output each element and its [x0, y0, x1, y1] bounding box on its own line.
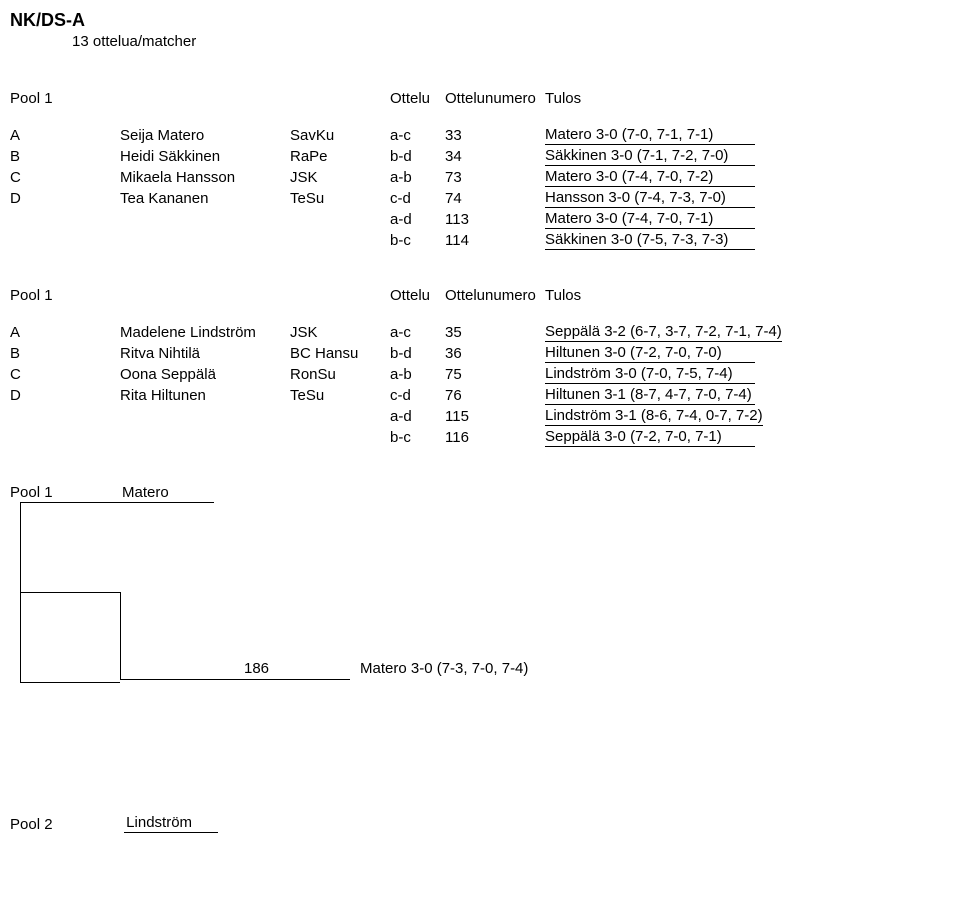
row-player: Mikaela Hansson	[120, 169, 290, 186]
header-ottelu: Ottelu	[390, 90, 445, 107]
row-ottelu: c-d	[390, 190, 445, 207]
row-letter: C	[10, 169, 120, 186]
pool-row: DTea KananenTeSuc-d74Hansson 3-0 (7-4, 7…	[10, 188, 950, 209]
header-tulos: Tulos	[545, 90, 950, 107]
bracket: Pool 1 Matero 186 Matero 3-0 (7-3, 7-0, …	[10, 484, 950, 744]
pool-label: Pool 1	[10, 90, 120, 107]
row-player: Tea Kananen	[120, 190, 290, 207]
pool-row: CMikaela HanssonJSKa-b73Matero 3-0 (7-4,…	[10, 167, 950, 188]
row-number: 34	[445, 148, 545, 165]
pool-row: BRitva NihtiläBC Hansub-d36Hiltunen 3-0 …	[10, 343, 950, 364]
row-team: SavKu	[290, 127, 390, 144]
pool-b-header: Pool 1 Ottelu Ottelunumero Tulos	[10, 287, 950, 304]
row-number: 115	[445, 408, 545, 425]
row-team: RaPe	[290, 148, 390, 165]
row-letter: D	[10, 387, 120, 404]
row-team: JSK	[290, 169, 390, 186]
row-tulos: Säkkinen 3-0 (7-1, 7-2, 7-0)	[545, 147, 950, 166]
pool-row: b-c114Säkkinen 3-0 (7-5, 7-3, 7-3)	[10, 230, 950, 251]
page-title: NK/DS-A	[10, 10, 950, 31]
header-ottelunumero: Ottelunumero	[445, 90, 545, 107]
header-ottelunumero: Ottelunumero	[445, 287, 545, 304]
pool-row: DRita HiltunenTeSuc-d76Hiltunen 3-1 (8-7…	[10, 385, 950, 406]
row-ottelu: a-d	[390, 211, 445, 228]
row-tulos: Seppälä 3-0 (7-2, 7-0, 7-1)	[545, 428, 950, 447]
pool-row: COona SeppäläRonSua-b75Lindström 3-0 (7-…	[10, 364, 950, 385]
row-number: 35	[445, 324, 545, 341]
row-letter: A	[10, 324, 120, 341]
subtitle: 13 ottelua/matcher	[72, 33, 950, 50]
row-letter: A	[10, 127, 120, 144]
row-team: TeSu	[290, 387, 390, 404]
row-ottelu: b-d	[390, 345, 445, 362]
row-ottelu: c-d	[390, 387, 445, 404]
row-tulos: Matero 3-0 (7-4, 7-0, 7-2)	[545, 168, 950, 187]
header-ottelu: Ottelu	[390, 287, 445, 304]
row-tulos: Säkkinen 3-0 (7-5, 7-3, 7-3)	[545, 231, 950, 250]
row-tulos: Hiltunen 3-1 (8-7, 4-7, 7-0, 7-4)	[545, 386, 950, 405]
row-player: Heidi Säkkinen	[120, 148, 290, 165]
pool-row: b-c116Seppälä 3-0 (7-2, 7-0, 7-1)	[10, 427, 950, 448]
row-letter: B	[10, 148, 120, 165]
row-tulos: Hansson 3-0 (7-4, 7-3, 7-0)	[545, 189, 950, 208]
row-ottelu: a-d	[390, 408, 445, 425]
bracket-top-player: Matero	[120, 484, 214, 503]
row-player: Seija Matero	[120, 127, 290, 144]
pool-row: AMadelene LindströmJSKa-c35Seppälä 3-2 (…	[10, 322, 950, 343]
row-team: RonSu	[290, 366, 390, 383]
row-number: 116	[445, 429, 545, 446]
pool2-label: Pool 2	[10, 816, 120, 833]
row-player: Ritva Nihtilä	[120, 345, 290, 362]
row-ottelu: a-b	[390, 366, 445, 383]
row-ottelu: b-d	[390, 148, 445, 165]
pool-label: Pool 1	[10, 287, 120, 304]
row-ottelu: b-c	[390, 232, 445, 249]
pool-a-header: Pool 1 Ottelu Ottelunumero Tulos	[10, 90, 950, 107]
pool-row: a-d115Lindström 3-1 (8-6, 7-4, 0-7, 7-2)	[10, 406, 950, 427]
row-number: 76	[445, 387, 545, 404]
row-ottelu: a-b	[390, 169, 445, 186]
row-letter: C	[10, 366, 120, 383]
row-letter: B	[10, 345, 120, 362]
row-tulos: Lindström 3-0 (7-0, 7-5, 7-4)	[545, 365, 950, 384]
pool2-player: Lindström	[124, 814, 218, 833]
row-team: BC Hansu	[290, 345, 390, 362]
row-number: 113	[445, 211, 545, 228]
pool2: Pool 2 Lindström	[10, 814, 950, 833]
row-player: Madelene Lindström	[120, 324, 290, 341]
row-number: 75	[445, 366, 545, 383]
row-number: 73	[445, 169, 545, 186]
row-number: 36	[445, 345, 545, 362]
row-tulos: Lindström 3-1 (8-6, 7-4, 0-7, 7-2)	[545, 407, 950, 426]
bracket-pool1-label: Pool 1	[10, 484, 53, 501]
pool-row: ASeija MateroSavKua-c33Matero 3-0 (7-0, …	[10, 125, 950, 146]
row-player: Oona Seppälä	[120, 366, 290, 383]
row-team: TeSu	[290, 190, 390, 207]
pool-row: BHeidi SäkkinenRaPeb-d34Säkkinen 3-0 (7-…	[10, 146, 950, 167]
pool-b: Pool 1 Ottelu Ottelunumero Tulos AMadele…	[10, 287, 950, 448]
row-number: 114	[445, 232, 545, 249]
row-tulos: Hiltunen 3-0 (7-2, 7-0, 7-0)	[545, 344, 950, 363]
row-letter: D	[10, 190, 120, 207]
pool-a: Pool 1 Ottelu Ottelunumero Tulos ASeija …	[10, 90, 950, 251]
bracket-final-result: Matero 3-0 (7-3, 7-0, 7-4)	[360, 660, 528, 677]
row-team: JSK	[290, 324, 390, 341]
header-tulos: Tulos	[545, 287, 950, 304]
row-ottelu: b-c	[390, 429, 445, 446]
row-ottelu: a-c	[390, 324, 445, 341]
pool-row: a-d113Matero 3-0 (7-4, 7-0, 7-1)	[10, 209, 950, 230]
row-number: 74	[445, 190, 545, 207]
row-ottelu: a-c	[390, 127, 445, 144]
row-number: 33	[445, 127, 545, 144]
row-tulos: Matero 3-0 (7-0, 7-1, 7-1)	[545, 126, 950, 145]
row-player: Rita Hiltunen	[120, 387, 290, 404]
bracket-match-number: 186	[244, 660, 269, 677]
row-tulos: Seppälä 3-2 (6-7, 3-7, 7-2, 7-1, 7-4)	[545, 323, 950, 342]
row-tulos: Matero 3-0 (7-4, 7-0, 7-1)	[545, 210, 950, 229]
